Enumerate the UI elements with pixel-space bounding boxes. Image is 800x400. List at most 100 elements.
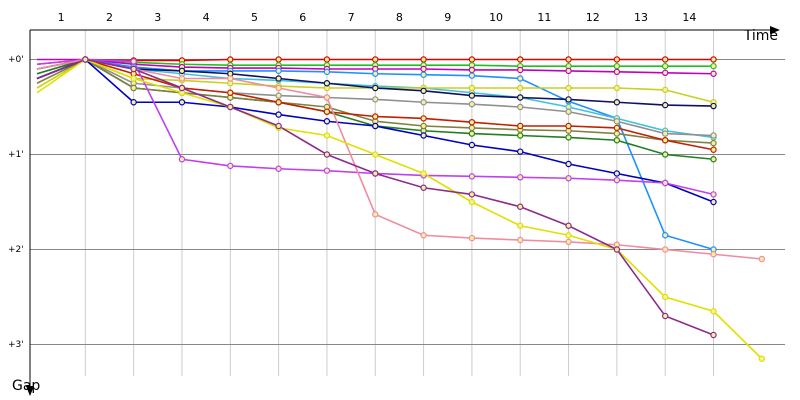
x-tick-label: 10 bbox=[489, 11, 503, 24]
point bbox=[468, 56, 476, 63]
point bbox=[517, 103, 524, 111]
point bbox=[468, 84, 476, 92]
point bbox=[275, 75, 282, 82]
point bbox=[275, 84, 282, 92]
plot bbox=[36, 56, 766, 362]
point bbox=[517, 122, 524, 130]
point bbox=[468, 66, 476, 74]
point bbox=[758, 255, 766, 263]
point bbox=[613, 176, 621, 184]
point bbox=[613, 62, 621, 70]
x-tick-label: 12 bbox=[586, 11, 600, 24]
point bbox=[565, 122, 572, 130]
point bbox=[565, 238, 572, 246]
point bbox=[613, 56, 621, 63]
point bbox=[323, 167, 331, 174]
point bbox=[372, 122, 379, 130]
point bbox=[613, 118, 621, 125]
point bbox=[468, 198, 476, 206]
point bbox=[227, 162, 234, 170]
point bbox=[565, 67, 572, 75]
point bbox=[565, 108, 572, 115]
point bbox=[420, 184, 427, 191]
x-tick-label: 7 bbox=[348, 11, 355, 24]
point bbox=[420, 132, 427, 139]
point bbox=[468, 72, 476, 79]
point bbox=[565, 232, 572, 239]
point bbox=[710, 198, 717, 206]
x-tick-label: 3 bbox=[154, 11, 161, 24]
point bbox=[468, 118, 476, 126]
point bbox=[420, 65, 427, 73]
point bbox=[710, 191, 717, 198]
point bbox=[661, 101, 669, 109]
y-tick-label: +3' bbox=[8, 340, 24, 350]
point bbox=[130, 58, 137, 65]
point bbox=[565, 134, 572, 141]
point bbox=[710, 62, 717, 70]
point bbox=[323, 108, 331, 115]
series-line bbox=[36, 58, 762, 260]
point bbox=[372, 151, 379, 158]
point bbox=[323, 56, 331, 63]
point bbox=[468, 234, 476, 242]
point bbox=[758, 355, 766, 362]
point bbox=[323, 68, 331, 76]
x-tick-label: 13 bbox=[634, 11, 648, 24]
point bbox=[468, 124, 476, 132]
point bbox=[323, 132, 331, 139]
point bbox=[323, 80, 331, 87]
point bbox=[372, 113, 379, 120]
point bbox=[468, 191, 476, 198]
point bbox=[661, 69, 669, 77]
point bbox=[420, 87, 427, 95]
point bbox=[613, 130, 621, 137]
point bbox=[420, 170, 427, 177]
point bbox=[710, 56, 717, 63]
point bbox=[613, 68, 621, 76]
point bbox=[130, 99, 137, 106]
point bbox=[710, 139, 717, 147]
x-tick-label: 11 bbox=[537, 11, 551, 24]
point bbox=[468, 141, 476, 149]
point bbox=[565, 96, 572, 103]
point bbox=[565, 222, 572, 229]
point bbox=[178, 84, 186, 92]
point bbox=[517, 236, 524, 244]
point bbox=[661, 246, 669, 253]
point bbox=[565, 175, 572, 182]
point bbox=[710, 102, 717, 110]
point bbox=[130, 65, 137, 73]
point bbox=[710, 251, 717, 258]
point bbox=[613, 246, 621, 253]
point bbox=[227, 56, 234, 63]
x-axis-title: Time bbox=[743, 28, 778, 44]
point bbox=[517, 84, 524, 92]
point bbox=[420, 122, 427, 130]
point bbox=[661, 293, 669, 301]
point bbox=[82, 56, 89, 63]
point bbox=[372, 96, 379, 103]
point bbox=[565, 56, 572, 63]
point bbox=[275, 56, 282, 63]
point bbox=[661, 151, 669, 158]
point bbox=[178, 67, 186, 75]
x-tick-label: 5 bbox=[251, 11, 258, 24]
point bbox=[565, 160, 572, 168]
point bbox=[275, 99, 282, 106]
x-tick-label: 4 bbox=[203, 11, 210, 24]
y-tick-label: +2' bbox=[8, 245, 24, 255]
point bbox=[517, 66, 524, 74]
point bbox=[420, 99, 427, 106]
y-axis-arrow bbox=[26, 386, 34, 396]
y-tick-label: +1' bbox=[8, 150, 24, 160]
point bbox=[517, 222, 524, 229]
x-tick-label: 9 bbox=[444, 11, 451, 24]
x-axis-arrow bbox=[770, 26, 780, 34]
point bbox=[517, 75, 524, 82]
point bbox=[323, 151, 331, 158]
point bbox=[613, 99, 621, 106]
point bbox=[517, 148, 524, 155]
point bbox=[130, 84, 137, 92]
point bbox=[517, 203, 524, 210]
